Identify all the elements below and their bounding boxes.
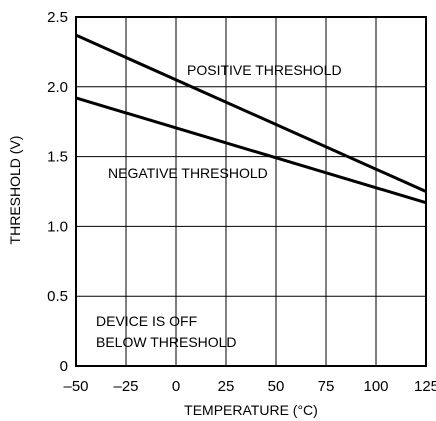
y-tick-label: 0: [60, 358, 68, 375]
x-tick-label: 75: [318, 378, 335, 395]
device-off-label-line1: DEVICE IS OFF: [96, 313, 197, 329]
x-tick-label: 25: [218, 378, 235, 395]
grid: [76, 17, 426, 366]
series-lines: [75, 33, 427, 205]
x-tick-label: –25: [113, 378, 138, 395]
y-tick-label: 2.5: [47, 9, 68, 26]
x-tick-label: 50: [268, 378, 285, 395]
x-tick-label: –50: [63, 378, 88, 395]
x-tick-label: 0: [172, 378, 180, 395]
x-tick-label: 100: [363, 378, 388, 395]
positive-threshold-line: [75, 33, 427, 193]
plot-frame: [75, 16, 427, 367]
negative-threshold-line: [75, 96, 427, 205]
y-tick-label: 0.5: [47, 288, 68, 305]
negative-threshold-label: NEGATIVE THRESHOLD: [108, 165, 268, 181]
x-tick-labels: –50 –25 0 25 50 75 100 125: [63, 378, 436, 395]
y-axis-label: THRESHOLD (V): [7, 136, 23, 245]
y-tick-labels: 0 0.5 1.0 1.5 2.0 2.5: [47, 9, 68, 375]
x-tick-label: 125: [414, 378, 436, 395]
positive-threshold-label: POSITIVE THRESHOLD: [187, 62, 342, 78]
device-off-label-line2: BELOW THRESHOLD: [96, 334, 237, 350]
y-tick-label: 1.0: [47, 218, 68, 235]
y-tick-label: 2.0: [47, 79, 68, 96]
x-axis-label: TEMPERATURE (°C): [184, 402, 318, 418]
y-tick-label: 1.5: [47, 149, 68, 166]
